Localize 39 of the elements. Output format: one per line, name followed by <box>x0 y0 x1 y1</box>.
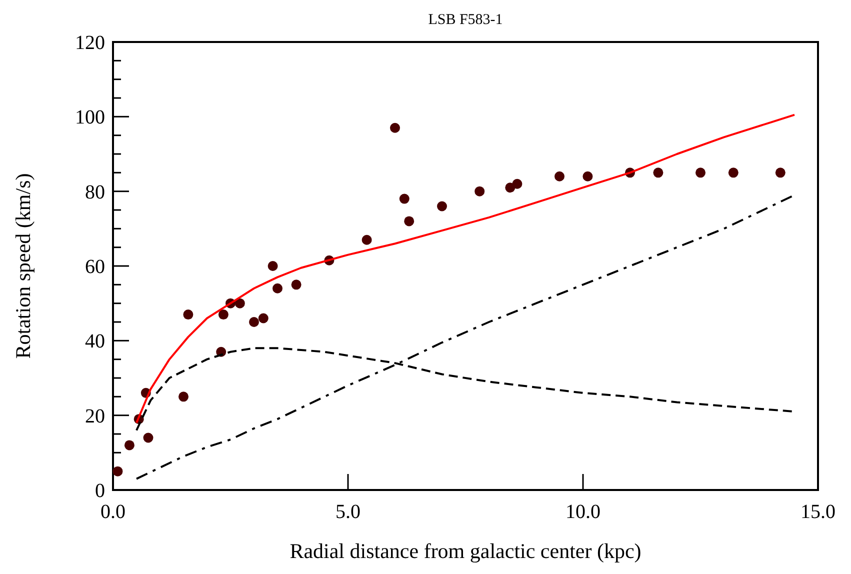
y-tick-label: 100 <box>75 106 105 129</box>
point <box>362 234 372 245</box>
y-tick-label: 80 <box>85 181 105 204</box>
point <box>404 216 414 226</box>
point <box>728 168 738 178</box>
point <box>582 171 593 182</box>
point <box>268 261 278 271</box>
x-axis-title: Radial distance from galactic center (kpc) <box>290 539 642 563</box>
point <box>124 440 134 450</box>
y-tick-label: 120 <box>75 32 105 54</box>
point <box>143 432 154 443</box>
y-tick-label: 60 <box>85 256 105 278</box>
point <box>696 168 706 178</box>
point <box>218 310 228 320</box>
y-tick-label: 0 <box>95 480 105 502</box>
x-tick-label: 10.0 <box>566 501 600 523</box>
point <box>775 168 786 178</box>
chart-title: LSB F583-1 <box>428 12 503 28</box>
point <box>234 298 245 308</box>
point <box>554 171 564 182</box>
point <box>653 168 664 178</box>
point <box>474 186 485 196</box>
point <box>437 201 447 212</box>
point <box>112 466 123 476</box>
point <box>291 280 302 290</box>
point <box>183 310 194 320</box>
x-tick-label: 5.0 <box>336 501 360 523</box>
x-tick-label: 0.0 <box>100 501 126 523</box>
point <box>399 194 410 204</box>
point <box>178 392 188 402</box>
point <box>390 122 400 133</box>
point <box>258 313 268 324</box>
point <box>272 283 282 294</box>
y-tick-label: 40 <box>85 330 105 353</box>
point <box>249 317 259 327</box>
x-tick-label: 15.0 <box>800 501 836 523</box>
y-axis-title: Rotation speed (km/s) <box>11 173 35 359</box>
y-tick-label: 20 <box>85 405 105 428</box>
point <box>512 178 522 189</box>
